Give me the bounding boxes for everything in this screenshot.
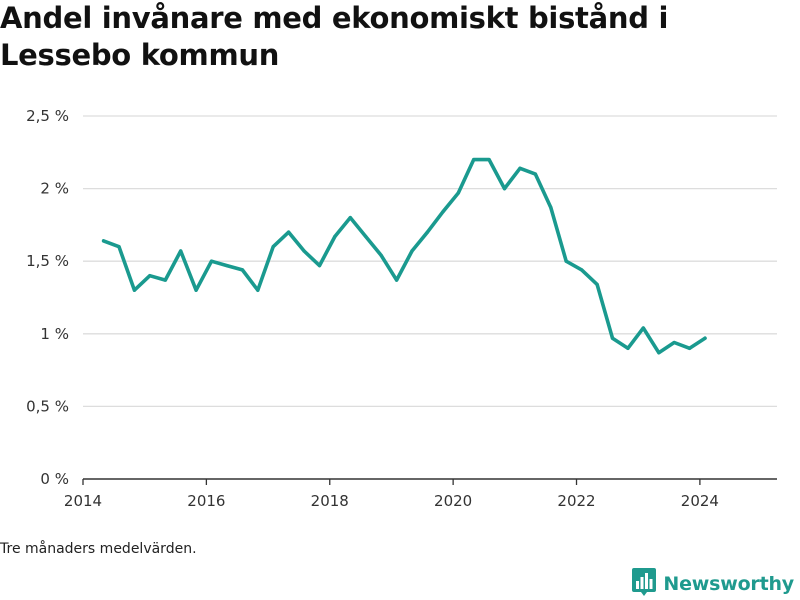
data-point: [225, 263, 229, 268]
footnote: Tre månaders medelvärden.: [0, 541, 197, 557]
y-axis-tick-labels: 0 % 0,5 % 1 % 1,5 % 2 % 2,5 %: [26, 107, 69, 488]
data-point: [564, 259, 568, 263]
series-layer: [101, 157, 707, 355]
data-point: [441, 210, 445, 214]
data-point: [410, 249, 414, 253]
data-point: [595, 282, 599, 287]
x-tick-label: 2018: [311, 492, 349, 510]
data-point: [271, 245, 275, 249]
data-point: [425, 230, 430, 234]
x-axis-ticks: 2014 2016 2018 2020 2022 2024: [64, 479, 719, 510]
newsworthy-brand[interactable]: Newsworthy: [632, 568, 794, 600]
data-point: [456, 191, 460, 195]
data-point: [502, 187, 507, 191]
data-point: [117, 245, 121, 249]
data-point: [641, 326, 645, 330]
y-tick-label: 2,5 %: [26, 107, 69, 125]
x-tick-label: 2014: [64, 492, 102, 510]
data-point: [549, 205, 553, 210]
x-tick-label: 2024: [681, 492, 719, 510]
data-point: [209, 259, 214, 263]
data-point: [379, 253, 383, 257]
data-point: [101, 239, 106, 243]
data-point: [610, 336, 615, 340]
data-point: [194, 288, 198, 292]
data-point: [317, 263, 322, 268]
x-tick-label: 2016: [187, 492, 225, 510]
data-point: [472, 157, 476, 162]
data-point: [302, 249, 306, 253]
chart-title: Andel invånare med ekonomiskt bistånd i …: [0, 1, 669, 72]
data-point: [580, 268, 584, 272]
data-point: [533, 172, 537, 176]
bar-chart-logo-icon: [632, 568, 657, 600]
brand-name: Newsworthy: [663, 573, 794, 595]
data-point: [364, 234, 368, 239]
data-point: [672, 340, 676, 345]
data-point: [348, 216, 352, 220]
data-point: [256, 288, 260, 292]
data-point: [394, 278, 399, 282]
data-point: [518, 166, 522, 170]
y-tick-label: 2 %: [40, 180, 69, 198]
data-point: [703, 336, 707, 340]
data-point: [626, 346, 630, 350]
y-tick-label: 0,5 %: [26, 397, 69, 415]
y-tick-label: 1 %: [40, 325, 69, 343]
x-tick-label: 2020: [434, 492, 472, 510]
data-point: [688, 346, 692, 350]
data-point: [333, 234, 337, 239]
data-point: [287, 230, 291, 234]
series-line: [101, 157, 707, 355]
data-point: [657, 351, 661, 355]
data-point: [240, 268, 244, 272]
x-tick-label: 2022: [557, 492, 595, 510]
y-tick-label: 0 %: [40, 470, 69, 488]
data-point: [148, 274, 152, 278]
grid-lines: [83, 115, 777, 408]
data-point: [487, 157, 491, 162]
y-tick-label: 1,5 %: [26, 252, 69, 270]
data-point: [179, 249, 183, 253]
data-point: [132, 288, 137, 292]
data-point: [163, 278, 167, 282]
